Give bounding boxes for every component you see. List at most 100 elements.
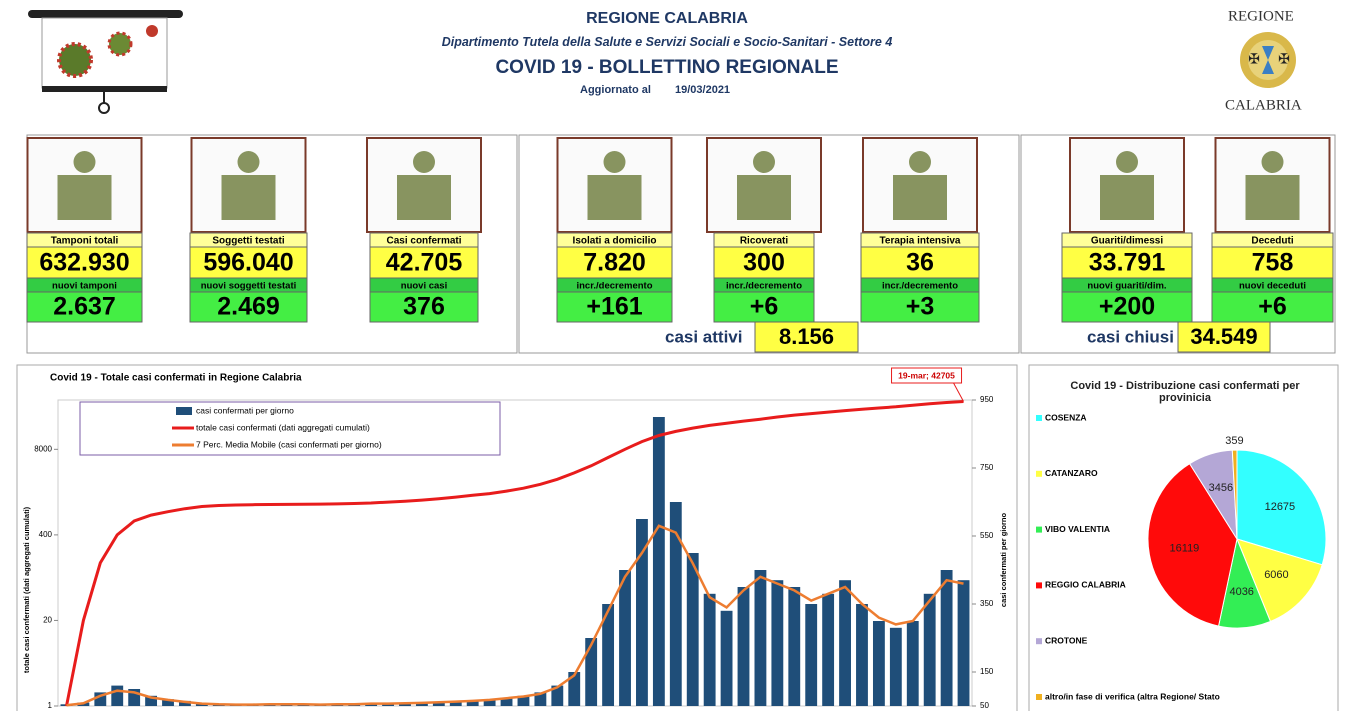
bar	[720, 610, 733, 706]
bar	[652, 417, 665, 706]
bar	[619, 570, 631, 706]
bar	[771, 580, 784, 706]
card-label: Isolati a domicilio	[573, 236, 657, 247]
bar	[923, 593, 936, 706]
card-sub-label: nuovi guariti/dim.	[1087, 281, 1166, 292]
card-value: 36	[906, 249, 934, 277]
subtitle: Dipartimento Tutela della Salute e Servi…	[441, 35, 893, 49]
card-sub-label: nuovi deceduti	[1239, 281, 1306, 292]
y2-tick-label: 950	[980, 395, 994, 404]
card-value-box	[860, 246, 980, 279]
bar	[754, 570, 767, 706]
updated-label: Aggiornato al	[580, 84, 651, 96]
legend-label: VIBO VALENTIA	[1045, 524, 1110, 534]
legend-label: REGGIO CALABRIA	[1045, 580, 1126, 590]
legend-label: 7 Perc. Media Mobile (casi confermati pe…	[196, 439, 382, 449]
card-sub-value: +6	[1258, 293, 1287, 321]
bulletin-title: COVID 19 - BOLLETTINO REGIONALE	[495, 57, 839, 78]
bar	[500, 697, 513, 706]
card-sub-value-box	[26, 291, 143, 323]
legend-label: totale casi confermati (dati aggregati c…	[196, 422, 370, 432]
summary-value: 34.549	[1190, 324, 1257, 349]
legend-box	[79, 401, 501, 456]
title: REGIONE CALABRIA	[586, 10, 748, 27]
card-label: Casi confermati	[386, 236, 461, 247]
card-value: 758	[1252, 249, 1294, 277]
svg-text:✠: ✠	[1248, 51, 1260, 67]
summary-label: casi chiusi	[1087, 327, 1174, 346]
bar	[889, 627, 902, 706]
bar	[534, 692, 547, 706]
card-value-box	[1211, 246, 1334, 279]
card-value: 42.705	[386, 249, 463, 277]
bar	[788, 587, 801, 706]
legend-marker	[1036, 582, 1042, 589]
card-sub-value-box	[556, 291, 673, 323]
bar	[94, 692, 107, 706]
pie-slice	[1236, 538, 1323, 623]
card-value: 632.930	[39, 249, 129, 277]
region-logo: ✠ ✠	[1240, 32, 1296, 88]
card-sub-label: nuovi soggetti testati	[201, 281, 297, 292]
icon-glyph	[221, 175, 276, 220]
pie-title: Covid 19 - Distribuzione casi confermati…	[1070, 380, 1300, 404]
chart-panel	[1028, 364, 1339, 711]
legend-label: CATANZARO	[1045, 468, 1098, 478]
slice-label: 16119	[1170, 542, 1200, 554]
card-value: 33.791	[1089, 249, 1166, 277]
virus-banner	[28, 10, 183, 114]
card-sub-label: incr./decremento	[726, 281, 802, 292]
bar	[568, 672, 581, 706]
summary-value: 8.156	[779, 324, 834, 349]
bar	[669, 502, 682, 706]
bar	[551, 685, 564, 706]
y-tick-label: 1	[48, 701, 53, 710]
bar	[145, 695, 158, 706]
legend-marker	[1036, 694, 1042, 700]
y2-tick-label: 750	[980, 463, 994, 472]
legend-label: casi confermati per giorno	[196, 405, 294, 415]
bar	[805, 604, 818, 706]
svg-text:✠: ✠	[1278, 51, 1290, 67]
chart-title: Covid 19 - Totale casi confermati in Reg…	[50, 373, 302, 384]
bar	[483, 699, 496, 706]
bar	[822, 593, 835, 706]
legend-marker	[1036, 415, 1042, 421]
bar	[111, 685, 124, 706]
bar	[399, 703, 411, 706]
bar	[906, 621, 919, 706]
card-value: 7.820	[583, 249, 646, 277]
icon-glyph	[57, 175, 112, 220]
line	[66, 524, 964, 707]
legend-label: COSENZA	[1045, 412, 1087, 422]
bar	[466, 700, 479, 706]
card-label: Tamponi totali	[51, 236, 119, 247]
y-tick-label: 400	[39, 530, 53, 539]
bar	[602, 604, 615, 706]
bar	[703, 593, 716, 706]
bar	[432, 701, 445, 706]
summary-label: casi attivi	[665, 327, 743, 346]
bar	[585, 638, 598, 706]
icon-glyph	[237, 151, 260, 173]
panel	[1020, 134, 1336, 354]
slice-label: 12675	[1265, 501, 1296, 513]
bar	[179, 700, 191, 706]
bar	[737, 587, 750, 706]
y2-axis-label: casi confermati per giorno	[999, 512, 1008, 607]
y2-tick-label: 50	[980, 701, 989, 710]
icon-glyph	[893, 175, 947, 220]
plot-area	[57, 399, 973, 707]
legend-marker	[1036, 526, 1042, 533]
chart-panel	[16, 364, 1018, 711]
legend-label: altro/in fase di verifica (altra Regione…	[1045, 691, 1220, 701]
card-sub-value: 2.637	[53, 293, 116, 321]
card-value-box	[1061, 246, 1193, 279]
bar	[636, 519, 648, 706]
pie-slice	[1236, 449, 1327, 566]
card-sub-label: nuovi casi	[401, 281, 447, 292]
icon-glyph	[397, 175, 451, 220]
icon-glyph	[737, 175, 791, 220]
bar	[415, 702, 428, 706]
bar	[940, 570, 953, 706]
